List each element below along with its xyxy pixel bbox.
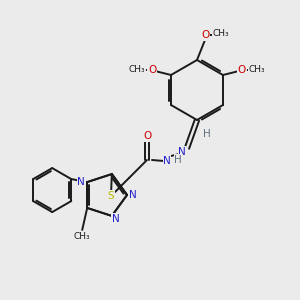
Text: O: O: [148, 65, 156, 75]
Text: O: O: [238, 65, 246, 75]
Text: N: N: [163, 156, 171, 166]
Text: H: H: [174, 155, 182, 165]
Text: O: O: [143, 131, 151, 141]
Text: N: N: [129, 190, 137, 200]
Text: N: N: [112, 214, 120, 224]
Text: O: O: [201, 30, 209, 40]
Text: H: H: [203, 129, 211, 139]
Text: N: N: [178, 147, 186, 157]
Text: S: S: [108, 191, 114, 201]
Text: CH₃: CH₃: [74, 232, 91, 242]
Text: CH₃: CH₃: [129, 65, 145, 74]
Text: CH₃: CH₃: [213, 29, 229, 38]
Text: CH₃: CH₃: [249, 65, 265, 74]
Text: N: N: [77, 177, 85, 187]
